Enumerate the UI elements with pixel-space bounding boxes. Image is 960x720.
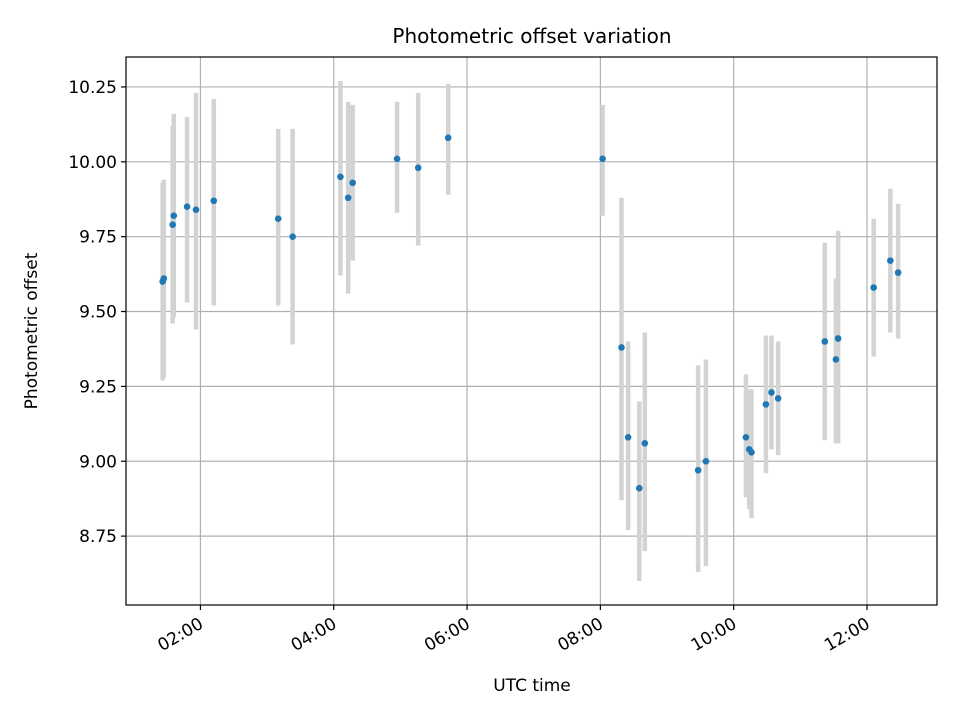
data-point <box>894 269 902 276</box>
y-tick-label: 9.50 <box>79 303 117 323</box>
data-point <box>834 335 842 342</box>
data-point <box>821 338 829 345</box>
y-tick-label: 9.00 <box>79 452 117 472</box>
data-point <box>274 215 282 223</box>
y-tick-label: 8.75 <box>79 527 117 547</box>
grid-lines <box>126 57 937 605</box>
data-point <box>641 439 649 447</box>
data-point <box>774 395 782 402</box>
data-point <box>748 448 755 456</box>
y-axis-label: Photometric offset <box>22 252 42 409</box>
data-point <box>832 356 840 363</box>
data-point <box>393 155 401 163</box>
data-point <box>887 257 894 264</box>
chart-title: Photometric offset variation <box>392 24 671 48</box>
data-point <box>160 275 168 282</box>
data-point <box>344 194 352 202</box>
data-point <box>618 344 625 351</box>
plot-frame <box>125 56 938 606</box>
y-tick-label: 10.25 <box>68 78 117 98</box>
data-point <box>694 466 702 474</box>
y-tick-label: 9.75 <box>79 228 117 248</box>
data-point <box>337 173 344 181</box>
data-point <box>599 155 606 163</box>
data-point <box>635 484 643 492</box>
data-point <box>742 434 750 441</box>
data-points <box>159 134 902 492</box>
data-point <box>349 179 356 187</box>
data-point <box>170 212 178 220</box>
data-point <box>444 134 452 142</box>
data-point <box>169 221 176 228</box>
data-point <box>289 233 296 240</box>
y-tick-label: 10.00 <box>68 153 117 173</box>
data-point <box>192 206 200 214</box>
data-point <box>762 401 770 408</box>
data-point <box>768 389 775 396</box>
data-point <box>870 284 877 291</box>
data-point <box>183 203 191 211</box>
data-point <box>702 457 710 465</box>
data-point <box>624 434 632 441</box>
y-tick-label: 9.25 <box>79 377 117 397</box>
y-axis-ticks: 8.75 9.00 9.25 9.50 9.75 10.00 10.25 <box>68 78 126 547</box>
data-point <box>210 197 218 205</box>
data-point <box>414 164 422 172</box>
x-axis-label: UTC time <box>493 676 571 696</box>
